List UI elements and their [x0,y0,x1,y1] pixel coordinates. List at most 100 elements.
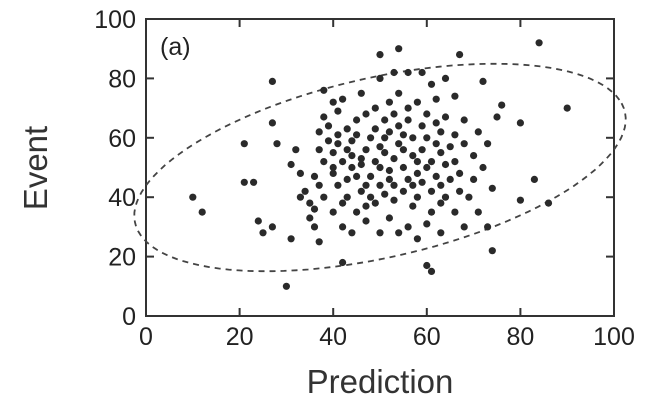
data-point [451,158,459,166]
data-point [339,95,347,103]
data-point [423,261,431,270]
x-axis-label: Prediction [307,363,454,400]
data-point [362,110,370,118]
data-point [376,181,384,189]
data-point [334,131,342,139]
data-point [381,134,389,142]
data-point [437,229,445,237]
data-point [516,119,525,127]
data-point [343,146,351,154]
data-point [334,140,342,148]
data-point [530,175,539,183]
data-point [268,223,276,231]
data-point [441,113,450,121]
data-point [353,172,361,180]
data-point [460,140,468,148]
data-point [437,199,445,207]
data-point [456,187,464,195]
data-point [296,169,304,177]
data-point [371,199,379,207]
data-point [385,98,393,106]
axis-ticks-layer: 0 20 40 60 80 100 0 20 40 60 80 100 [94,6,635,351]
data-point [353,131,361,139]
data-point [296,193,304,201]
data-point [348,152,356,160]
data-point [470,175,478,183]
x-tick-label: 80 [506,323,534,351]
data-point [339,258,347,267]
data-point [198,208,206,216]
data-point [413,169,421,177]
data-point [348,229,356,237]
data-point [498,101,506,109]
data-point [423,220,431,228]
panel-label: (a) [160,33,191,61]
data-point [315,128,323,136]
x-tick-label: 100 [593,323,635,351]
data-point [479,163,487,172]
data-point [399,163,407,172]
data-point [409,134,417,142]
data-point [339,223,347,231]
data-point [348,137,356,145]
data-point [334,107,342,115]
data-point [399,187,407,195]
data-point [362,181,370,189]
data-point [287,160,295,169]
data-point [320,158,328,166]
data-point [441,160,450,169]
data-point [390,155,398,163]
data-point [367,134,375,142]
data-point [390,68,398,77]
data-point [418,146,426,154]
data-point [329,208,337,216]
data-point [437,149,445,157]
data-point [418,68,426,77]
data-point [376,74,384,82]
data-point [357,187,365,195]
data-point [324,122,333,130]
data-point [409,181,417,189]
y-tick-label: 20 [108,244,136,272]
data-point [189,193,197,201]
data-point [381,116,389,124]
data-point [423,110,431,118]
data-point [409,202,417,210]
data-point [399,146,407,154]
data-point [273,140,281,148]
data-point [282,282,290,290]
data-point [404,223,412,231]
data-point [329,169,337,177]
data-point [268,77,276,85]
data-point [240,178,248,186]
data-point [413,235,421,243]
data-point [427,80,436,88]
data-point [413,98,421,106]
data-point [427,187,436,195]
data-point [493,113,501,121]
data-point [432,140,440,148]
data-point [339,158,347,166]
data-point [451,131,459,139]
data-point [460,116,468,124]
data-point [390,110,398,118]
data-point [343,175,351,183]
data-point [465,193,473,201]
data-point [395,229,403,237]
data-point [441,193,450,201]
data-point [432,95,440,103]
data-point [409,152,417,160]
data-point [240,140,248,148]
data-point [418,178,426,186]
data-point [516,196,525,204]
data-point [423,163,431,172]
data-point [329,163,337,172]
data-point [250,178,258,186]
data-point [381,190,389,198]
data-point [390,181,398,189]
y-tick-label: 0 [122,303,136,331]
data-point [456,169,464,177]
x-tick-label: 20 [226,323,254,351]
data-point [315,238,323,246]
